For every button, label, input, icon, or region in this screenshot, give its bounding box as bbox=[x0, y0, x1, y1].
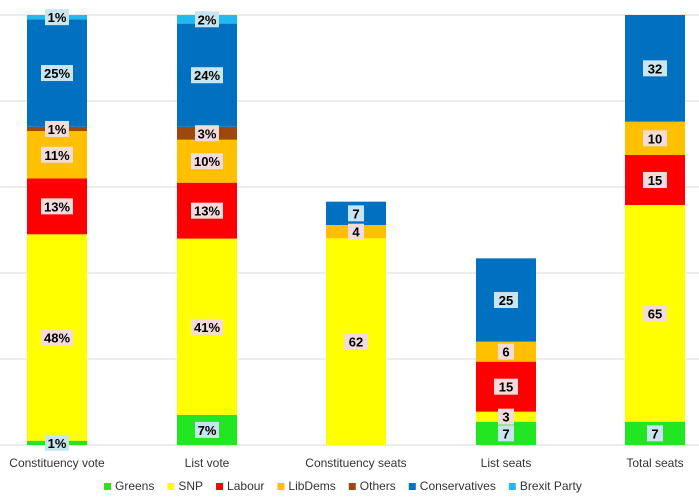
data-label: 10% bbox=[194, 154, 220, 169]
data-label-box bbox=[41, 198, 73, 215]
data-label: 25% bbox=[44, 66, 70, 81]
data-label: 6 bbox=[502, 345, 509, 360]
data-label-box bbox=[643, 60, 667, 77]
data-label-box bbox=[41, 329, 73, 346]
data-label-box bbox=[344, 333, 368, 350]
data-label: 13% bbox=[44, 199, 70, 214]
data-label-box bbox=[195, 125, 219, 142]
data-label: 7 bbox=[502, 426, 509, 441]
data-label-box bbox=[191, 202, 223, 219]
legend-swatch-conservatives bbox=[408, 483, 416, 490]
data-label: 32 bbox=[648, 61, 662, 76]
data-label: 15 bbox=[648, 173, 662, 188]
data-label-box bbox=[41, 65, 73, 82]
data-label: 1% bbox=[48, 10, 67, 25]
data-label-box bbox=[191, 318, 223, 335]
legend-label: Labour bbox=[227, 479, 264, 493]
legend: Greens SNP Labour LibDems Others Conservative… bbox=[104, 479, 582, 493]
data-label: 1% bbox=[48, 122, 67, 137]
data-labels: 1% 48% 13% 11% 1% 25% 1% 7% 41% 13% 10% 3% 24% 2% 62 4 7… bbox=[41, 9, 667, 451]
legend-label: SNP bbox=[178, 479, 203, 493]
category-label: Constituency vote bbox=[9, 456, 105, 470]
data-label-box bbox=[45, 9, 69, 26]
data-label: 41% bbox=[194, 320, 220, 335]
data-label: 13% bbox=[194, 204, 220, 219]
data-label: 7 bbox=[651, 426, 658, 441]
data-label: 15 bbox=[499, 380, 513, 395]
legend-label: Greens bbox=[115, 479, 154, 493]
data-label-box bbox=[494, 378, 518, 395]
data-label-box bbox=[41, 146, 73, 163]
data-label: 62 bbox=[349, 335, 363, 350]
data-label: 25 bbox=[499, 293, 513, 308]
data-label-box bbox=[348, 205, 364, 222]
data-label: 24% bbox=[194, 68, 220, 83]
data-label: 3 bbox=[502, 410, 509, 425]
data-label-box bbox=[195, 11, 219, 28]
data-label-box bbox=[45, 120, 69, 137]
legend-label: LibDems bbox=[288, 479, 335, 493]
data-label-box bbox=[647, 425, 663, 442]
data-label-box bbox=[643, 172, 667, 188]
data-label: 1% bbox=[48, 436, 67, 451]
legend-swatch-labour bbox=[216, 483, 224, 490]
data-label-box bbox=[494, 292, 518, 308]
data-label: 48% bbox=[44, 331, 70, 346]
legend-label: Brexit Party bbox=[520, 479, 582, 493]
data-label-box bbox=[348, 223, 364, 240]
category-label: List seats bbox=[481, 456, 532, 470]
category-label: List vote bbox=[185, 456, 230, 470]
legend-label: Conservatives bbox=[420, 479, 496, 493]
data-label-box bbox=[498, 425, 514, 442]
legend-swatch-brexit-party bbox=[508, 483, 516, 490]
data-label: 3% bbox=[198, 126, 217, 141]
data-label-box bbox=[191, 153, 223, 170]
data-label: 65 bbox=[648, 306, 662, 321]
category-label: Constituency seats bbox=[305, 456, 406, 470]
data-label-box bbox=[498, 343, 514, 360]
data-label: 7% bbox=[198, 423, 217, 438]
data-label: 7 bbox=[352, 206, 359, 221]
category-axis-labels: Constituency vote List vote Constituency s… bbox=[9, 456, 683, 470]
data-label: 10 bbox=[648, 131, 662, 146]
data-label: 11% bbox=[44, 148, 70, 163]
legend-label: Others bbox=[360, 479, 396, 493]
legend-swatch-greens bbox=[104, 483, 111, 490]
legend-swatch-libdems bbox=[277, 483, 285, 490]
legend-swatch-others bbox=[348, 483, 356, 490]
data-label-box bbox=[643, 130, 667, 147]
data-label: 4 bbox=[352, 225, 360, 240]
data-label: 2% bbox=[198, 12, 217, 27]
data-label-box bbox=[643, 305, 667, 322]
data-label-box bbox=[45, 434, 69, 451]
data-label-box bbox=[191, 67, 223, 84]
legend-swatch-snp bbox=[167, 483, 175, 490]
data-label-box bbox=[498, 408, 514, 425]
category-label: Total seats bbox=[626, 456, 683, 470]
data-label-box bbox=[195, 421, 219, 438]
